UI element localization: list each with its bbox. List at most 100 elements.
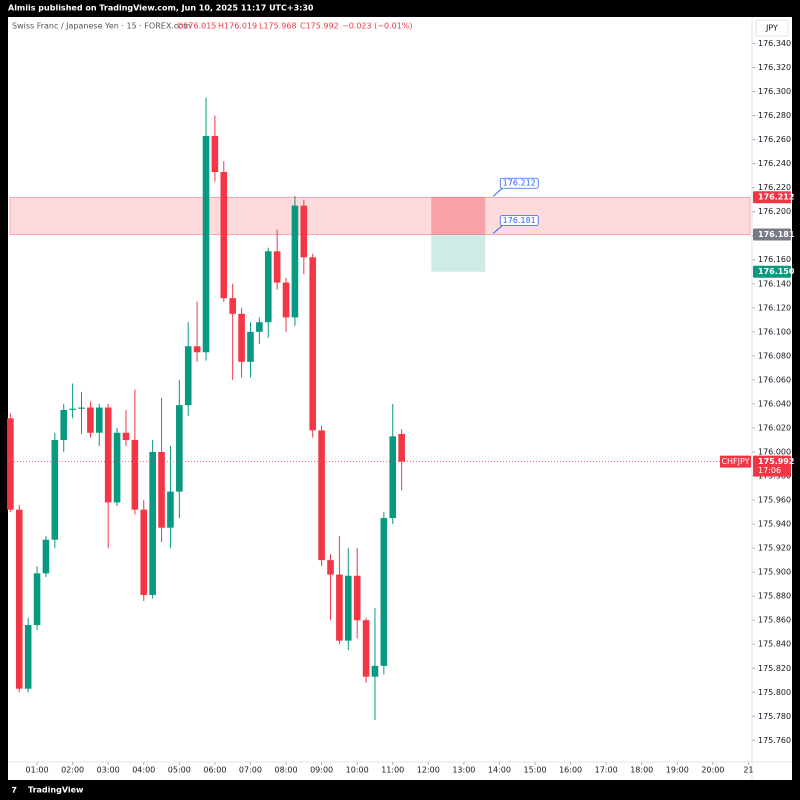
y-tick-label: 176.020 — [758, 423, 791, 432]
y-tick-label: 176.220 — [758, 183, 791, 192]
x-tick-label: 21 — [743, 766, 753, 775]
candle-body — [398, 433, 405, 462]
candle-body — [327, 560, 334, 575]
candle-body — [291, 205, 299, 318]
y-tick-label: 175.880 — [758, 592, 791, 601]
candle-body — [51, 439, 59, 540]
candle-body — [318, 430, 325, 561]
callout-pointer — [492, 187, 503, 197]
x-tick-label: 05:00 — [168, 766, 191, 775]
ohlc-value: H176.019 — [218, 22, 257, 31]
ohlc-value: C175.992 — [300, 22, 339, 31]
callout-pointer — [492, 225, 503, 234]
logo-icon: 𝟕 — [12, 786, 17, 795]
y-tick-label: 176.040 — [758, 399, 791, 408]
x-tick-label: 11:00 — [381, 766, 404, 775]
candle-body — [336, 574, 343, 641]
candle-body — [362, 620, 370, 677]
candle-body — [15, 509, 23, 689]
candle-body — [69, 408, 76, 410]
countdown: 17:06 — [758, 466, 781, 475]
x-tick-label: 18:00 — [630, 766, 653, 775]
candle-body — [282, 282, 290, 318]
candle-body — [309, 257, 317, 431]
candle-body — [60, 409, 68, 440]
callout-text: 176.181 — [503, 216, 536, 225]
x-tick-label: 12:00 — [417, 766, 440, 775]
zone[interactable] — [9, 196, 751, 235]
candle-body — [380, 518, 388, 666]
y-tick-label: 175.820 — [758, 664, 791, 673]
candle-body — [273, 251, 281, 283]
x-tick-label: 14:00 — [488, 766, 511, 775]
position-target[interactable] — [431, 234, 486, 272]
candle-body — [202, 135, 210, 353]
logo: TradingView — [28, 786, 84, 795]
candle-body — [264, 251, 272, 323]
y-tick-label: 176.280 — [758, 111, 791, 120]
y-tick-label: 176.260 — [758, 135, 791, 144]
candle-body — [122, 432, 130, 440]
candle-body — [220, 172, 228, 299]
y-tick-label: 176.160 — [758, 255, 791, 264]
position-stop[interactable] — [431, 197, 486, 235]
candle-body — [300, 205, 308, 258]
chart-title: Swiss Franc / Japanese Yen · 15 · FOREX.… — [12, 22, 191, 31]
y-tick-label: 176.120 — [758, 303, 791, 312]
candle-body — [344, 575, 352, 641]
candle-body — [95, 407, 103, 433]
y-tick-label: 176.300 — [758, 87, 791, 96]
y-tick-label: 175.840 — [758, 640, 791, 649]
candle-body — [167, 491, 174, 528]
candle-body — [211, 135, 219, 173]
candle-body — [389, 436, 397, 519]
candle-body — [24, 625, 32, 689]
candle-body — [247, 331, 254, 362]
y-tick-label: 175.960 — [758, 496, 791, 505]
ohlc-value: O176.015 — [177, 22, 216, 31]
y-tick-label: 176.000 — [758, 447, 791, 456]
x-tick-label: 03:00 — [97, 766, 120, 775]
zone-top-tag-bg — [753, 191, 791, 204]
candle-body — [131, 439, 139, 510]
y-tick-label: 175.860 — [758, 616, 791, 625]
zone-bottom-tag: 176.181 — [758, 230, 795, 239]
publisher: Almiis published on TradingView.com, Jun… — [8, 4, 314, 13]
callout-box[interactable] — [499, 177, 539, 189]
y-tick-label: 175.920 — [758, 544, 791, 553]
candle-body — [78, 407, 85, 409]
callout-box[interactable] — [499, 215, 539, 226]
y-tick-label: 176.140 — [758, 279, 791, 288]
x-tick-label: 16:00 — [559, 766, 582, 775]
y-tick-label: 176.340 — [758, 39, 791, 48]
target-tag: 176.150 — [758, 267, 795, 276]
y-tick-label: 176.100 — [758, 327, 791, 336]
y-tick-label: 175.760 — [758, 736, 791, 745]
x-tick-label: 17:00 — [595, 766, 618, 775]
target-tag-bg — [753, 265, 791, 278]
ohlc-value: −0.023 (−0.01%) — [342, 22, 413, 31]
currency[interactable]: JPY — [765, 24, 778, 33]
candle-body — [371, 665, 379, 677]
zone-bottom-tag-bg — [753, 228, 791, 241]
currency-box[interactable] — [755, 19, 789, 37]
symbol-tag-bg — [720, 455, 751, 468]
x-tick-label: 01:00 — [26, 766, 49, 775]
candle-body — [238, 313, 245, 362]
candle-body — [140, 509, 148, 595]
y-tick-label: 176.200 — [758, 207, 791, 216]
candle-body — [33, 573, 41, 626]
x-tick-label: 08:00 — [275, 766, 298, 775]
candle-body — [193, 346, 201, 353]
x-tick-label: 09:00 — [310, 766, 333, 775]
last-price-tag: 175.992 — [758, 457, 794, 466]
candle-body — [184, 346, 192, 406]
candle-body — [104, 407, 112, 503]
y-tick-label: 175.900 — [758, 568, 791, 577]
last-price-tag-bg — [753, 455, 791, 477]
candle-body — [256, 322, 263, 332]
symbol-tag: CHFJPY — [721, 457, 749, 466]
x-tick-label: 15:00 — [523, 766, 546, 775]
candle-body — [176, 405, 183, 492]
x-tick-label: 19:00 — [666, 766, 689, 775]
